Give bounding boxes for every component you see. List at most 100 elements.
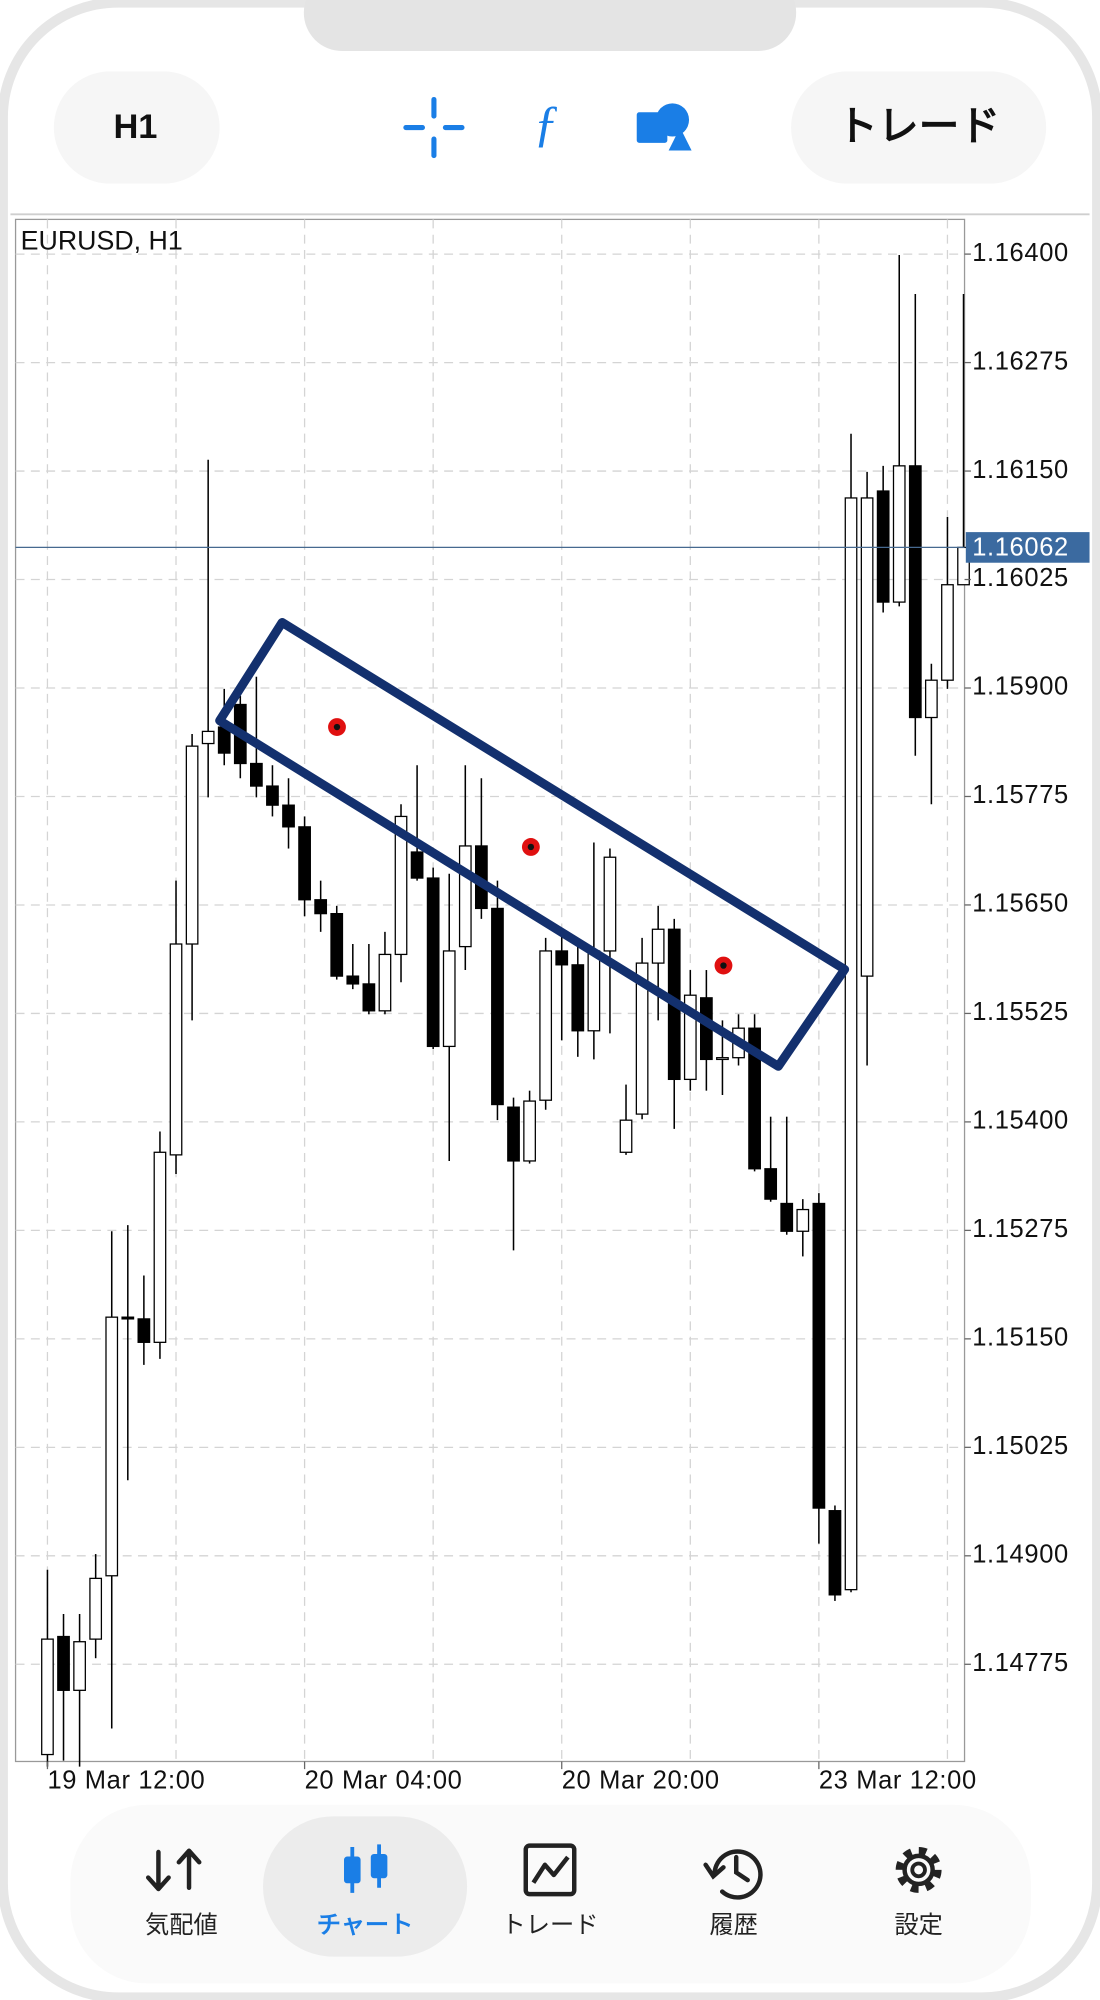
candle-body [908,465,922,719]
y-tick-label: 1.15275 [972,1215,1069,1243]
candle-body [153,1151,167,1343]
current-price-label: 1.16062 [972,533,1069,561]
objects-icon[interactable] [636,103,692,151]
candle-body [876,490,890,603]
candle-body [619,1119,633,1153]
candle-body [812,1202,826,1509]
candle-body [796,1208,810,1232]
y-tick-label: 1.16275 [972,347,1069,375]
tab-icon[interactable] [145,1848,202,1892]
y-tick-label: 1.15775 [972,781,1069,809]
candle-body [201,730,215,745]
candle-body [89,1577,103,1640]
x-tick-label: 23 Mar 12:00 [819,1767,977,1795]
candle-body [266,785,279,806]
candle-body [57,1635,70,1691]
candle-body [571,964,585,1032]
trade-button[interactable] [791,71,1047,184]
trade-button-label: トレード [837,102,1000,150]
candle-body [41,1638,54,1756]
x-tick-label: 19 Mar 12:00 [47,1767,205,1795]
candle-body [250,762,263,787]
candle-body [137,1318,151,1343]
y-tick-label: 1.16150 [972,456,1069,484]
y-tick-label: 1.14900 [972,1541,1069,1569]
rectangle-object[interactable] [215,617,850,1071]
candle-body [458,845,472,948]
candle-body [185,745,199,945]
candle-body [346,975,360,985]
candle-body [683,994,697,1081]
candle-body [924,679,938,719]
candle-body [892,465,906,603]
candle-body [442,950,456,1048]
x-tick-label: 20 Mar 20:00 [562,1767,720,1795]
tab-items: 気配値 チャート トレード 履歴 設定 [145,1816,943,1957]
candle-body [555,950,569,966]
candle-body [635,962,649,1115]
candle-body [314,899,328,915]
indicator-icon[interactable]: ƒ [533,97,559,153]
candle-body [780,1202,794,1232]
candle-body [716,1057,729,1061]
y-tick-label: 1.15900 [972,673,1069,701]
crosshair-icon[interactable] [403,96,465,159]
candle-body [748,1027,761,1170]
tab-icon[interactable] [523,1843,577,1897]
candle-body [105,1316,119,1577]
y-tick-label: 1.15525 [972,998,1069,1026]
candle-body [491,907,504,1106]
notch [303,0,797,52]
candle-body [587,950,601,1032]
candle-body [764,1168,778,1200]
tab-label[interactable]: チャート [317,1911,414,1939]
timeframe-button[interactable] [53,71,220,184]
candle-body [169,943,183,1156]
candle-body [941,584,954,681]
tab-label[interactable]: 気配値 [145,1911,218,1939]
candle-body [860,497,874,977]
y-tick-label: 1.15025 [972,1432,1069,1460]
chart-title: EURUSD, H1 [21,225,183,255]
tab-icon[interactable] [703,1849,763,1900]
candle-body [651,928,665,964]
price-axis: 1.16400 1.16275 1.16150 1.16025 1.15900 1.157… [15,239,1090,1795]
y-tick-label: 1.15650 [972,890,1069,918]
marker-center [720,962,727,969]
tab-label[interactable]: 履歴 [709,1911,757,1939]
tab-label[interactable]: 設定 [894,1911,942,1939]
candle-body [282,804,295,828]
candle-body [362,983,376,1012]
candle-body [378,953,392,1012]
y-tick-label: 1.14775 [972,1649,1069,1677]
candle-body [121,1316,135,1320]
marker-center [527,843,535,851]
y-tick-label: 1.16400 [972,239,1069,267]
candle-body [410,851,424,879]
tab-icon[interactable] [344,1844,388,1893]
y-tick-label: 1.16025 [972,564,1069,592]
tab-label[interactable]: トレード [502,1911,599,1939]
candle-body [828,1510,842,1596]
plot-area [14,218,966,1763]
candle-body [539,950,553,1101]
candle-body [394,815,408,956]
candle-body [298,826,311,901]
marker-center [333,723,341,731]
tab-icon[interactable] [895,1846,942,1893]
x-tick-label: 20 Mar 04:00 [305,1767,463,1795]
candle-body [330,912,344,977]
marker-dots [328,718,733,975]
candle-body [523,1100,536,1162]
candle-body [73,1641,86,1691]
timeframe-label: H1 [113,108,157,146]
y-tick-label: 1.15400 [972,1107,1069,1135]
current-price-box [965,532,1090,563]
candle-body [507,1106,520,1162]
candle-body [603,856,617,952]
y-tick-label: 1.15150 [972,1324,1069,1352]
candle-body [426,877,440,1048]
